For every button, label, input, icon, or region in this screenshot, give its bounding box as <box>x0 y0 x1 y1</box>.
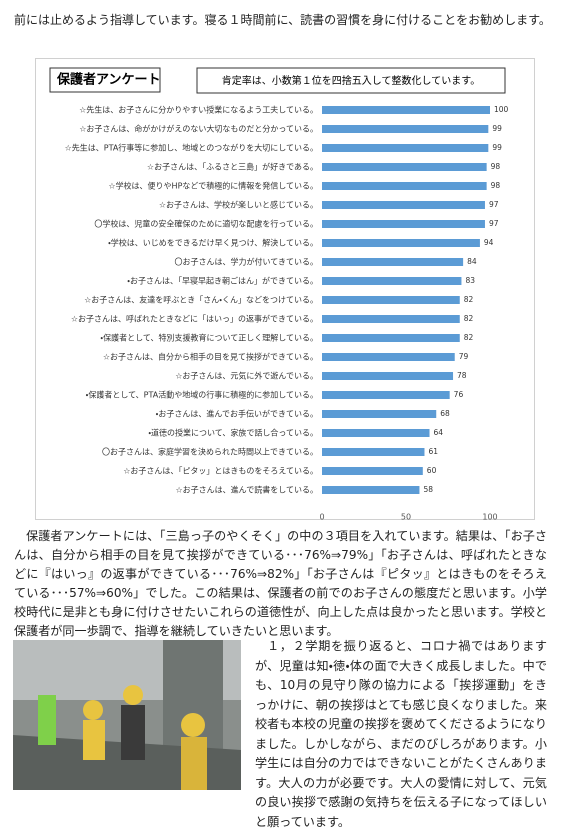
category-label: ・保護者として、特別支援教育について正しく理解している。 <box>100 333 318 343</box>
chart: 保護者アンケート 肯定率は、小数第１位を四捨五入して整数化しています。 0 50 1… <box>35 58 535 520</box>
category-label: ・学校は、いじめをできるだけ早く見つけ、解決している。 <box>108 238 318 248</box>
category-label: ・お子さんは、「早寝早起き朝ごはん」ができている。 <box>127 276 318 286</box>
category-label: ☆お子さんは、友達を呼ぶとき「さん・くん」などをつけている。 <box>84 295 318 305</box>
category-label: ☆お子さんは、元気に外で遊んでいる。 <box>175 371 318 381</box>
value-label: 60 <box>427 466 437 475</box>
category-label: ☆先生は、お子さんに分かりやすい授業になるよう工夫している。 <box>79 105 318 115</box>
x-tick-label: 100 <box>482 513 497 521</box>
category-label: ☆お子さんは、「ふるさと三島」が好きである。 <box>147 162 318 172</box>
photo-child <box>83 720 105 760</box>
category-label: ☆先生は、PTA行事等に参加し、地域とのつながりを大切にしている。 <box>65 143 318 153</box>
paragraph: 保護者アンケートには、「三島っ子のやくそく」の中の３項目を入れています。結果は、… <box>14 529 547 638</box>
chart-note: 肯定率は、小数第１位を四捨五入して整数化しています。 <box>222 74 480 87</box>
value-label: 58 <box>423 485 433 494</box>
bar <box>322 315 460 323</box>
value-label: 98 <box>491 162 501 171</box>
photo-hat <box>123 685 143 705</box>
bar <box>322 334 460 342</box>
category-label: ・お子さんは、進んでお手伝いができている。 <box>156 409 318 419</box>
value-label: 94 <box>484 238 494 247</box>
value-label: 97 <box>489 219 499 228</box>
bar <box>322 410 437 418</box>
bar <box>322 125 489 133</box>
category-label: ☆お子さんは、命がかけがえのない大切なものだと分かっている。 <box>79 124 318 134</box>
category-label: 〇学校は、児童の安全確保のために適切な配慮を行っている。 <box>94 219 318 229</box>
title-box <box>49 67 161 93</box>
value-label: 98 <box>491 181 501 190</box>
value-label: 76 <box>454 390 464 399</box>
value-label: 99 <box>492 143 502 152</box>
bar <box>322 353 455 361</box>
value-label: 83 <box>465 276 475 285</box>
value-label: 99 <box>492 124 502 133</box>
note-box <box>196 67 506 94</box>
photo-hat <box>83 700 103 720</box>
bar <box>322 467 423 475</box>
photo-adult <box>38 695 56 745</box>
bar <box>322 258 464 266</box>
bar <box>322 296 460 304</box>
header-text: 前には止めるよう指導しています。寝る１時間前に、読書の習慣を身に付けることをお勧… <box>14 13 551 27</box>
bar <box>322 201 485 209</box>
bar <box>322 486 420 494</box>
bar <box>322 106 490 114</box>
category-label: ☆学校は、便りやHPなどで積極的に情報を発信している。 <box>108 181 318 191</box>
paragraph: １，２学期を振り返ると、コロナ禍ではありますが、児童は知・徳・体の面で大きく成長… <box>255 639 547 829</box>
category-label: ☆お子さんは、学校が楽しいと感じている。 <box>159 200 318 210</box>
category-label: ☆お子さんは、「ピタッ」とはきものをそろえている。 <box>123 467 318 476</box>
bar <box>322 220 485 228</box>
photo-child <box>181 737 207 790</box>
category-label: ・道徳の授業について、家族で話し合っている。 <box>148 428 318 438</box>
photo-hat <box>181 713 205 737</box>
x-tick-label: 0 <box>319 513 324 521</box>
value-label: 64 <box>434 428 444 437</box>
category-label: 〇お子さんは、学力が付いてきている。 <box>174 257 318 267</box>
value-label: 82 <box>464 333 474 342</box>
value-label: 82 <box>464 295 474 304</box>
value-label: 100 <box>494 105 509 114</box>
bar <box>322 277 462 285</box>
page: 前には止めるよう指導しています。寝る１時間前に、読書の習慣を身に付けることをお勧… <box>13 13 551 829</box>
bar <box>322 448 425 456</box>
category-label: 〇お子さんは、家庭学習を決められた時間以上できている。 <box>102 447 318 457</box>
category-label: ・保護者として、PTA活動や地域の行事に積極的に参加している。 <box>86 390 318 400</box>
value-label: 68 <box>440 409 450 418</box>
bar <box>322 239 480 247</box>
value-label: 61 <box>428 447 438 456</box>
bar <box>322 372 454 380</box>
value-label: 78 <box>457 371 467 380</box>
bar <box>322 391 450 399</box>
photo <box>13 640 241 790</box>
value-label: 79 <box>459 352 469 361</box>
bar <box>322 182 487 190</box>
photo-child <box>121 705 145 760</box>
value-label: 97 <box>489 200 499 209</box>
bar <box>322 144 489 152</box>
value-label: 82 <box>464 314 474 323</box>
bar <box>322 429 430 437</box>
x-tick-label: 50 <box>401 513 411 521</box>
value-label: 84 <box>467 257 477 266</box>
category-label: ☆お子さんは、自分から相手の目を見て挨拶ができている。 <box>103 352 318 362</box>
category-label: ☆お子さんは、呼ばれたときなどに「はいっ」の返事ができている。 <box>71 314 318 324</box>
bar <box>322 163 487 171</box>
chart-title: 保護者アンケート <box>56 72 160 88</box>
chart-frame <box>35 58 535 520</box>
category-label: ☆お子さんは、進んで読書をしている。 <box>175 485 318 495</box>
